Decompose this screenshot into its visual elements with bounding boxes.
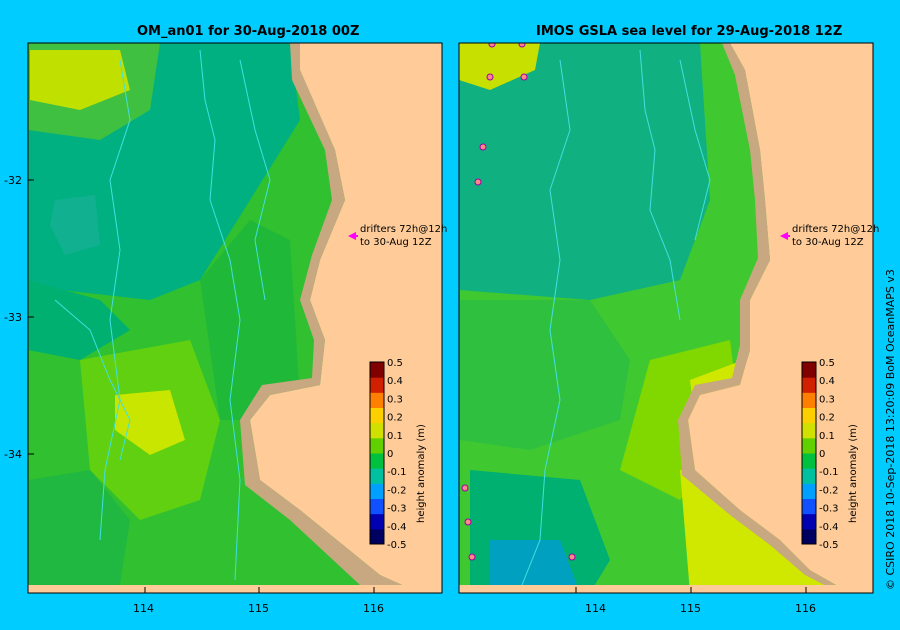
colorbar-tick-label: 0 [819, 449, 825, 460]
colorbar-tick-label: 0.5 [387, 358, 403, 369]
credit-text: © CSIRO 2018 10-Sep-2018 13:20:09 BoM Oc… [884, 269, 897, 590]
colorbar-tick-label: -0.4 [387, 522, 407, 533]
colorbar-swatch [370, 513, 384, 530]
colorbar-swatch [802, 362, 816, 378]
x-tick-label: 115 [248, 602, 269, 615]
colorbar-swatch [370, 437, 384, 454]
colorbar-swatch [370, 392, 384, 408]
colorbar-tick-label: 0.4 [819, 376, 835, 387]
colorbar-swatch [370, 483, 384, 499]
colorbar-swatch [370, 453, 384, 469]
colorbar-swatches [369, 361, 385, 545]
colorbar-label: height anomaly (m) [848, 424, 859, 523]
colorbar-tick-label: 0.1 [387, 431, 403, 442]
colorbar-tick-label: 0.3 [387, 394, 403, 405]
colorbar-tick-label: -0.1 [387, 467, 407, 478]
colorbar-tick-label: -0.4 [819, 522, 839, 533]
colorbar-swatch [370, 377, 384, 393]
land [250, 43, 442, 593]
y-tick-label: -32 [4, 174, 22, 187]
colorbar-swatches [801, 361, 817, 545]
colorbar-swatch [802, 437, 816, 454]
land [688, 43, 873, 593]
x-tick-label: 116 [795, 602, 816, 615]
colorbar-tick-label: -0.3 [819, 504, 839, 515]
colorbar-swatch [370, 407, 384, 424]
colorbar-swatch [802, 528, 816, 545]
colorbar-swatch [370, 498, 384, 515]
drifter-annotation-line1: drifters 72h@12h [360, 224, 447, 235]
colorbar-swatch [802, 468, 816, 484]
colorbar-tick-label: -0.5 [387, 540, 407, 551]
colorbar-tick-label: -0.1 [819, 467, 839, 478]
colorbar-swatch [802, 407, 816, 424]
drifter-annotation-line1: drifters 72h@12h [792, 224, 879, 235]
y-tick-label: -33 [4, 311, 22, 324]
x-tick-label: 114 [585, 602, 606, 615]
colorbar-swatch [370, 468, 384, 484]
x-tick-label: 116 [363, 602, 384, 615]
colorbar-tick-label: 0.2 [387, 413, 403, 424]
drifter-annotation-line2: to 30-Aug 12Z [792, 237, 864, 248]
right-colorbar: height anomaly (m) 0.5 0.4 0.3 0.2 0.1 0 -0.1 -… [801, 358, 859, 551]
colorbar-swatch [370, 362, 384, 378]
right-panel-title: IMOS GSLA sea level for 29-Aug-2018 12Z [536, 24, 843, 39]
colorbar-swatch [802, 498, 816, 515]
colorbar-tick-label: 0.5 [819, 358, 835, 369]
left-panel-title: OM_an01 for 30-Aug-2018 00Z [137, 24, 360, 39]
colorbar-tick-label: -0.3 [387, 504, 407, 515]
colorbar-tick-label: 0.1 [819, 431, 835, 442]
colorbar-tick-label: -0.5 [819, 540, 839, 551]
colorbar-tick-label: 0 [387, 449, 393, 460]
x-tick-label: 115 [680, 602, 701, 615]
colorbar-tick-label: 0.4 [387, 376, 403, 387]
colorbar-swatch [802, 513, 816, 530]
drifter-annotation-line2: to 30-Aug 12Z [360, 237, 432, 248]
right-map: 114 115 116 drifters 72h@12h to 30-Aug 1… [458, 42, 879, 615]
colorbar-swatch [802, 483, 816, 499]
colorbar-tick-label: -0.2 [387, 485, 407, 496]
colorbar-tick-label: 0.3 [819, 394, 835, 405]
colorbar-swatch [370, 422, 384, 439]
colorbar-label: height anomaly (m) [416, 424, 427, 523]
drifter-markers [461, 43, 576, 561]
left-colorbar: height anomaly (m) 0.5 0.4 0.3 0.2 0.1 0 -0.1 -… [369, 358, 427, 551]
colorbar-swatch [802, 377, 816, 393]
coastline [240, 43, 420, 593]
y-tick-label: -34 [4, 448, 22, 461]
colorbar-swatch [370, 528, 384, 545]
colorbar-tick-label: -0.2 [819, 485, 839, 496]
colorbar-swatch [802, 453, 816, 469]
colorbar-tick-label: 0.2 [819, 413, 835, 424]
drifter-tracks [54, 49, 271, 581]
drifter-tracks [519, 49, 711, 591]
colorbar-swatch [802, 422, 816, 439]
x-tick-label: 114 [133, 602, 154, 615]
colorbar-swatch [802, 392, 816, 408]
